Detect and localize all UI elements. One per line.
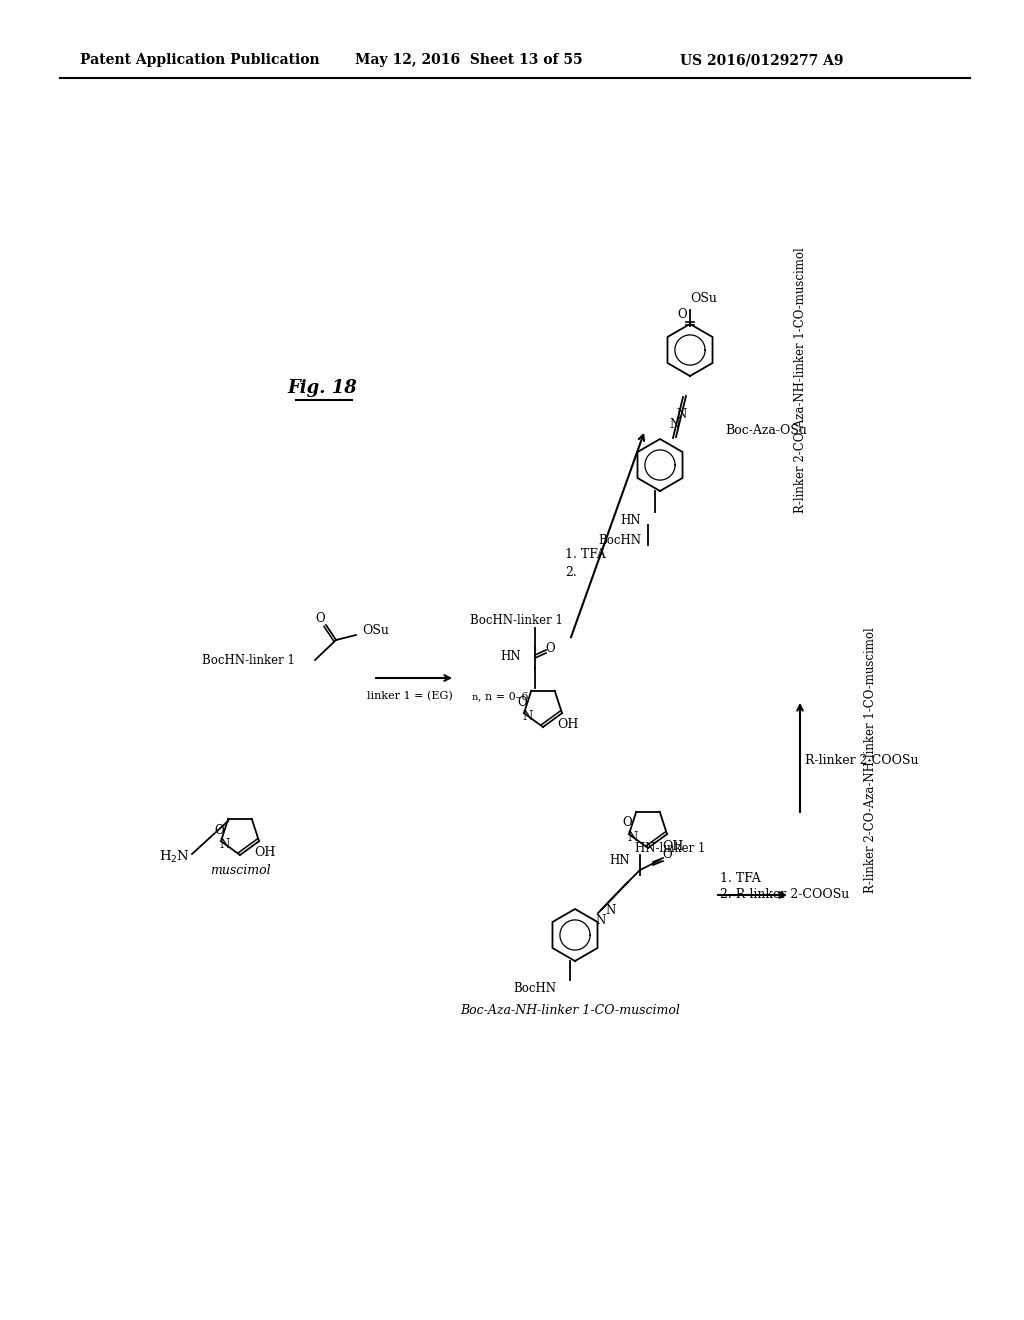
Text: HN-linker 1: HN-linker 1 bbox=[635, 842, 706, 854]
Text: OH: OH bbox=[662, 840, 683, 853]
Text: Fig. 18: Fig. 18 bbox=[287, 379, 357, 397]
Text: H$_2$N: H$_2$N bbox=[159, 849, 190, 865]
Text: N: N bbox=[677, 408, 687, 421]
Text: O: O bbox=[215, 824, 224, 837]
Text: BocHN-linker 1: BocHN-linker 1 bbox=[470, 614, 563, 627]
Text: Patent Application Publication: Patent Application Publication bbox=[80, 53, 319, 67]
Text: 2. R-linker 2-COOSu: 2. R-linker 2-COOSu bbox=[720, 888, 849, 902]
Text: R-linker 2-CO-Aza-NH-linker 1-CO-muscimol: R-linker 2-CO-Aza-NH-linker 1-CO-muscimo… bbox=[863, 627, 877, 892]
Text: Boc-Aza-NH-linker 1-CO-muscimol: Boc-Aza-NH-linker 1-CO-muscimol bbox=[460, 1003, 680, 1016]
Text: N: N bbox=[596, 913, 606, 927]
Text: 1. TFA: 1. TFA bbox=[720, 871, 761, 884]
Text: n: n bbox=[472, 693, 478, 702]
Text: HN: HN bbox=[621, 513, 641, 527]
Text: N: N bbox=[628, 830, 638, 843]
Text: , n = 0–6: , n = 0–6 bbox=[478, 690, 528, 701]
Text: OH: OH bbox=[557, 718, 579, 731]
Text: O: O bbox=[677, 309, 687, 322]
Text: 2.: 2. bbox=[565, 565, 577, 578]
Text: US 2016/0129277 A9: US 2016/0129277 A9 bbox=[680, 53, 844, 67]
Text: N: N bbox=[670, 417, 680, 430]
Text: HN: HN bbox=[609, 854, 630, 867]
Text: O: O bbox=[623, 817, 633, 829]
Text: May 12, 2016  Sheet 13 of 55: May 12, 2016 Sheet 13 of 55 bbox=[355, 53, 583, 67]
Text: R-linker 2-COOSu: R-linker 2-COOSu bbox=[805, 754, 919, 767]
Text: 1. TFA: 1. TFA bbox=[565, 549, 606, 561]
Text: N: N bbox=[219, 838, 229, 850]
Text: O: O bbox=[518, 696, 527, 709]
Text: N: N bbox=[522, 710, 532, 722]
Text: R-linker 2-CO-Aza-NH-linker 1-CO-muscimol: R-linker 2-CO-Aza-NH-linker 1-CO-muscimo… bbox=[794, 247, 807, 513]
Text: muscimol: muscimol bbox=[210, 863, 270, 876]
Text: OSu: OSu bbox=[362, 623, 389, 636]
Text: O: O bbox=[545, 642, 555, 655]
Text: N: N bbox=[606, 903, 616, 916]
Text: O: O bbox=[663, 849, 672, 862]
Text: OSu: OSu bbox=[690, 292, 717, 305]
Text: linker 1 = (EG): linker 1 = (EG) bbox=[368, 690, 453, 701]
Text: Boc-Aza-OSu: Boc-Aza-OSu bbox=[725, 424, 807, 437]
Text: O: O bbox=[315, 611, 325, 624]
Text: BocHN: BocHN bbox=[513, 982, 556, 994]
Text: HN: HN bbox=[501, 649, 521, 663]
Text: BocHN-linker 1: BocHN-linker 1 bbox=[202, 653, 295, 667]
Text: OH: OH bbox=[254, 846, 275, 859]
Text: BocHN: BocHN bbox=[598, 533, 641, 546]
